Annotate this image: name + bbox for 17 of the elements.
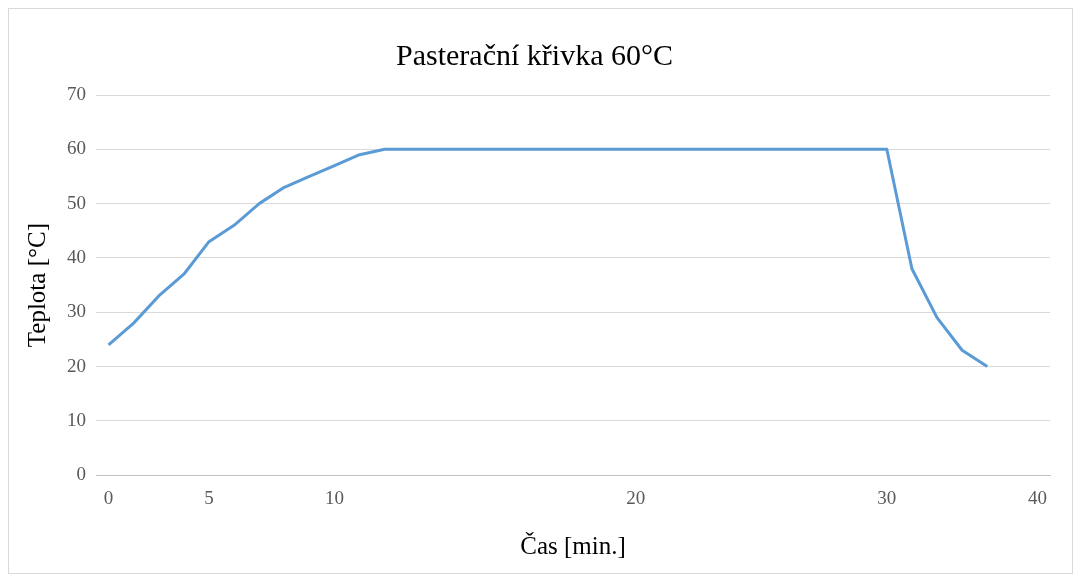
chart-title: Pasterační křivka 60°C <box>396 37 673 71</box>
x-tick-label: 40 <box>1027 486 1047 508</box>
x-tick-label: 20 <box>626 486 646 508</box>
x-tick-label: 0 <box>103 486 114 508</box>
y-tick-label: 30 <box>67 300 86 322</box>
x-tick-label: 30 <box>877 486 897 508</box>
y-tick-label: 70 <box>67 82 86 104</box>
y-axis-title: Teplota [°C] <box>22 223 50 348</box>
x-axis-title: Čas [min.] <box>520 531 626 559</box>
y-tick-label: 50 <box>67 191 86 213</box>
y-tick-label: 0 <box>76 463 86 485</box>
x-tick-label: 5 <box>204 486 214 508</box>
y-tick-label: 60 <box>67 137 86 159</box>
x-tick-label: 10 <box>325 486 344 508</box>
y-tick-label: 10 <box>67 408 86 430</box>
y-tick-label: 40 <box>67 245 86 267</box>
y-tick-label: 20 <box>67 354 86 376</box>
